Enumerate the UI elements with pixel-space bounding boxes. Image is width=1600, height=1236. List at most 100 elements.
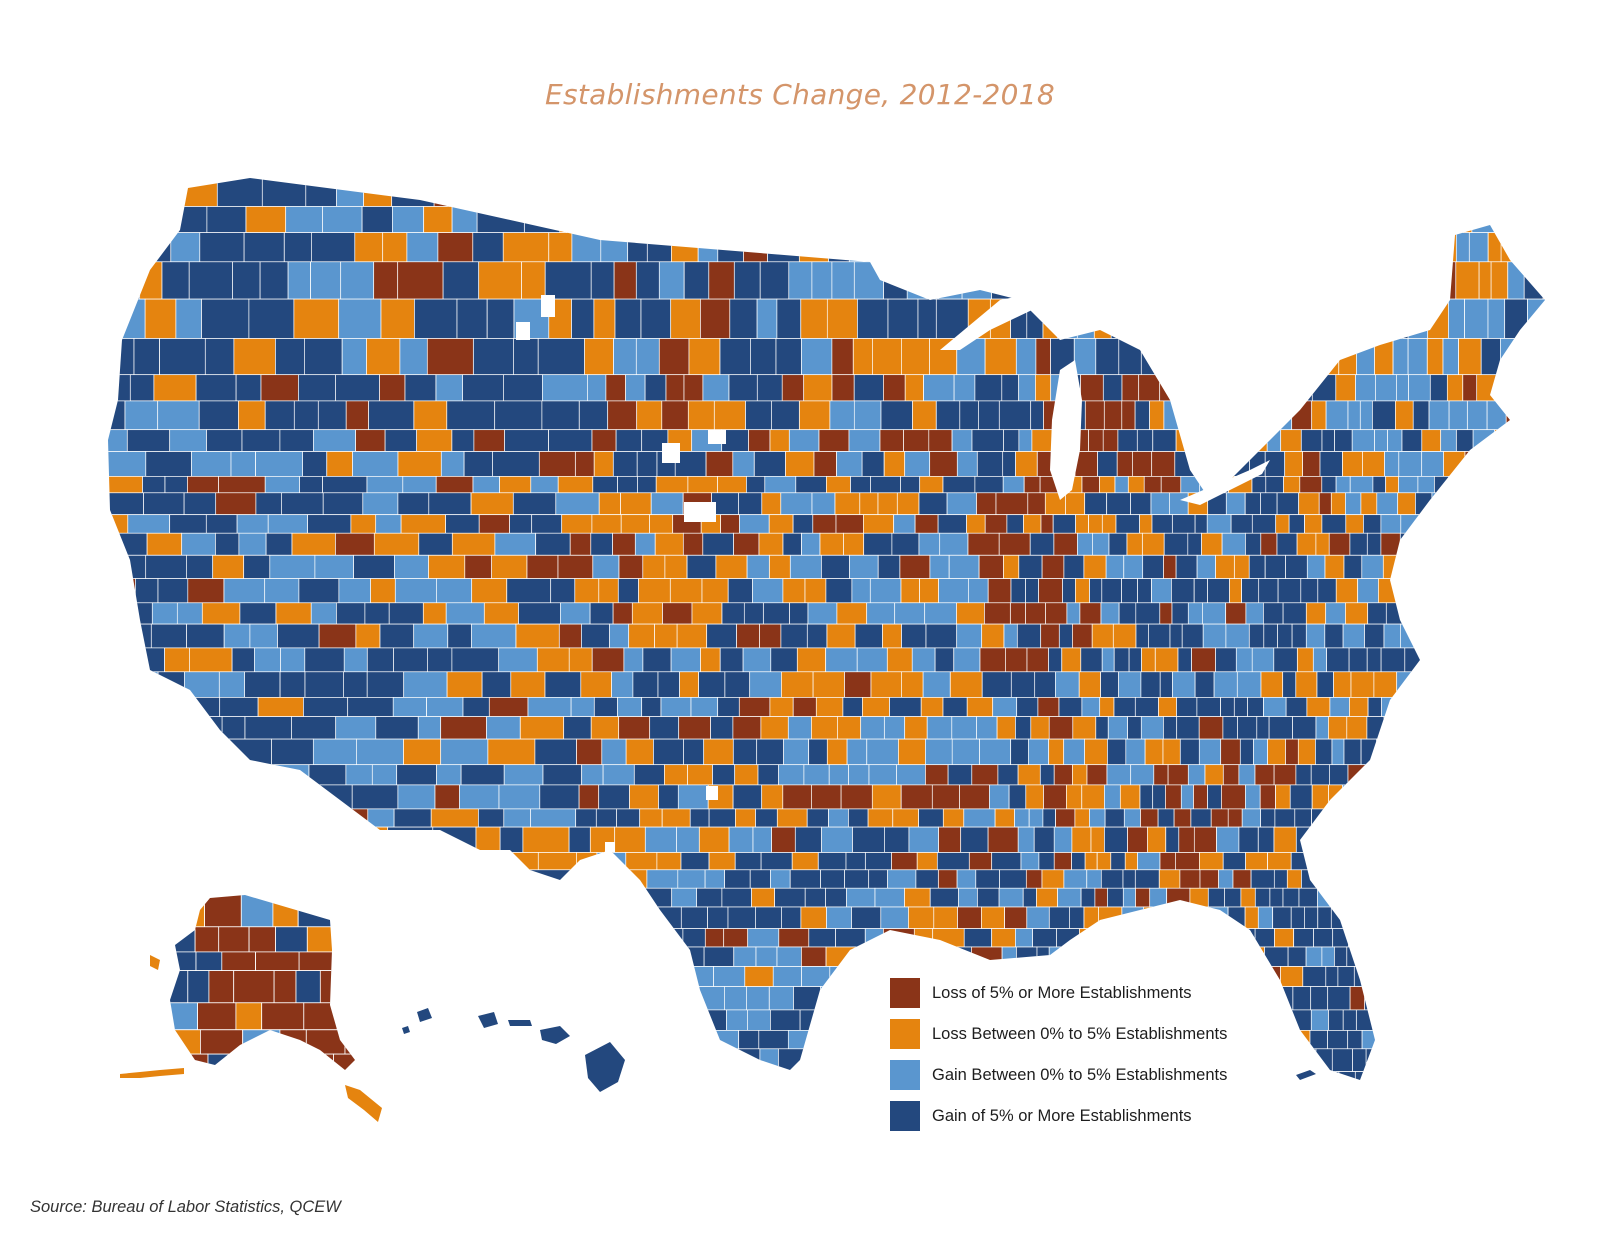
county-cell [1135,206,1156,233]
county-cell [1510,697,1528,717]
county-cell [576,738,603,766]
county-cell [1541,554,1545,579]
county-cell [751,887,775,908]
county-cell [1501,716,1526,740]
county-cell [1494,514,1513,534]
county-cell [218,671,246,698]
county-cell [1066,602,1081,625]
county-cell [1103,400,1123,431]
county-cell [1559,233,1582,262]
county-cell [1493,1030,1515,1050]
county-cell [1008,784,1027,810]
county-cell [857,946,888,967]
county-cell [782,784,812,810]
county-cell [1040,623,1060,649]
county-cell [230,1048,262,1072]
county-cell [753,451,786,477]
county-cell [555,492,600,515]
county-cell [343,671,368,698]
county-cell [866,738,899,766]
county-cell [1220,697,1235,717]
county-cell [901,338,930,376]
county-cell [1144,928,1162,948]
county-cell [647,1048,680,1072]
county-cell [966,697,994,717]
county-cell [1361,946,1376,967]
county-cell [737,1048,761,1072]
county-cell [354,232,384,263]
county-cell [521,261,546,300]
county-cell [1156,178,1182,207]
county-cell [690,697,719,717]
county-cell [799,1009,819,1031]
county-cell [168,697,196,717]
county-cell [923,374,955,402]
county-cell [1222,852,1246,871]
county-cell [1348,928,1369,948]
county-cell [1525,623,1540,649]
county-cell [530,476,559,494]
county-cell [344,826,389,853]
county-cell [966,514,986,534]
county-cell [451,206,478,233]
county-cell [646,206,671,233]
county-cell [1436,261,1457,300]
county-cell [1366,764,1385,786]
county-cell [1405,1030,1421,1050]
county-cell [612,602,633,625]
county-cell [1424,928,1439,948]
county-cell [1559,170,1581,207]
county-cell [883,451,906,477]
county-cell [1039,764,1055,786]
county-cell [948,554,980,579]
county-cell [1473,826,1492,853]
county-cell [657,671,680,698]
county-cell [1035,374,1052,402]
county-cell [1396,671,1416,698]
county-cell [640,298,672,339]
county-cell [1025,602,1046,625]
county-cell [971,764,999,786]
alaska-borough [207,1053,239,1070]
county-cell [700,1090,726,1108]
county-cell [261,764,310,786]
county-cell [1552,430,1565,452]
county-cell [331,808,369,828]
county-cell [186,623,225,649]
county-cell [310,602,337,625]
county-cell [1215,647,1237,673]
county-cell [535,928,577,948]
county-cell [820,869,845,889]
county-cell [1045,261,1066,300]
county-cell [1181,623,1204,649]
county-cell [413,400,448,431]
lake-erie [1180,460,1270,505]
county-cell [674,451,707,477]
county-cell [403,738,442,766]
county-cell [378,1048,418,1072]
county-cell [1187,764,1206,786]
county-cell [392,697,427,717]
county-cell [1195,451,1218,477]
county-cell [1218,869,1234,889]
county-cell [1495,986,1518,1011]
county-cell [1296,532,1317,556]
county-cell [538,451,576,477]
county-cell [481,671,512,698]
county-cell [1457,554,1481,579]
county-cell [1193,826,1217,853]
county-cell [388,602,424,625]
county-cell [1256,716,1270,740]
county-cell [1515,232,1531,263]
county-cell [1523,514,1545,534]
county-cell [1349,476,1374,494]
county-cell [712,764,736,786]
county-cell [626,206,648,233]
county-cell [1118,602,1137,625]
county-cell [1435,554,1459,579]
county-cell [135,986,161,1011]
county-cell [1465,492,1488,515]
county-cell [1063,869,1088,889]
county-cell [884,826,910,853]
county-cell [353,554,395,579]
